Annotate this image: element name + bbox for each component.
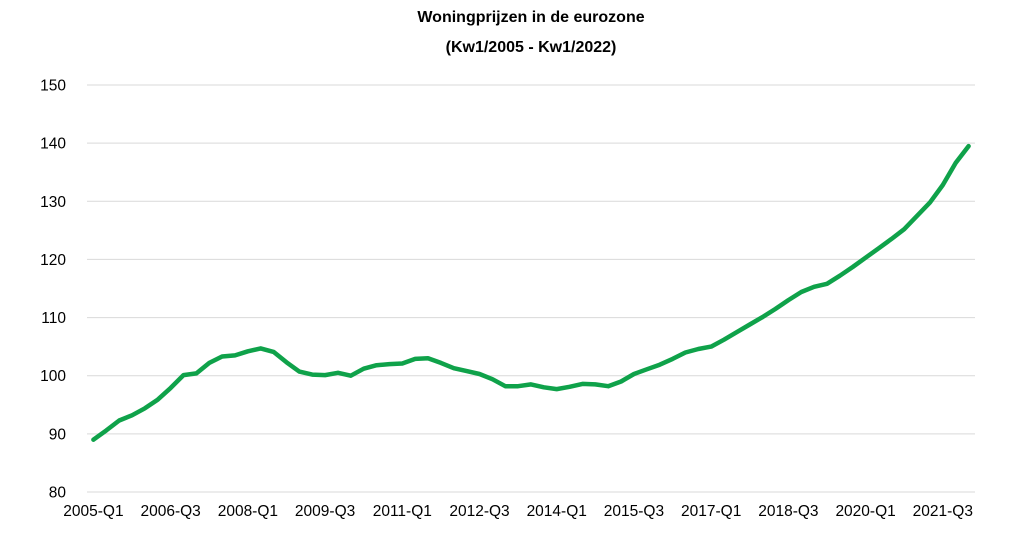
x-axis-label: 2006-Q3: [140, 503, 200, 520]
x-axis-label: 2020-Q1: [835, 503, 895, 520]
chart-subtitle: (Kw1/2005 - Kw1/2022): [445, 39, 617, 56]
y-axis-label: 80: [49, 485, 67, 502]
y-axis-label: 110: [41, 310, 66, 327]
y-axis-label: 150: [40, 78, 66, 95]
x-axis-label: 2021-Q3: [913, 503, 973, 520]
x-axis-label: 2014-Q1: [527, 503, 587, 520]
x-axis-label: 2012-Q3: [449, 503, 509, 520]
y-axis-label: 130: [40, 194, 66, 211]
chart-title: Woningprijzen in de eurozone: [417, 9, 645, 26]
x-axis-label: 2018-Q3: [758, 503, 818, 520]
x-axis-label: 2017-Q1: [681, 503, 741, 520]
x-axis-label: 2005-Q1: [63, 503, 123, 520]
x-axis-label: 2009-Q3: [295, 503, 355, 520]
x-axis-label: 2011-Q1: [373, 503, 432, 520]
x-axis-label: 2015-Q3: [604, 503, 664, 520]
y-axis-label: 120: [40, 252, 66, 269]
y-axis-label: 100: [40, 368, 66, 385]
y-axis-label: 140: [40, 136, 66, 153]
x-axis-label: 2008-Q1: [218, 503, 278, 520]
price-line-series: [91, 143, 971, 442]
y-axis-label: 90: [49, 426, 67, 443]
